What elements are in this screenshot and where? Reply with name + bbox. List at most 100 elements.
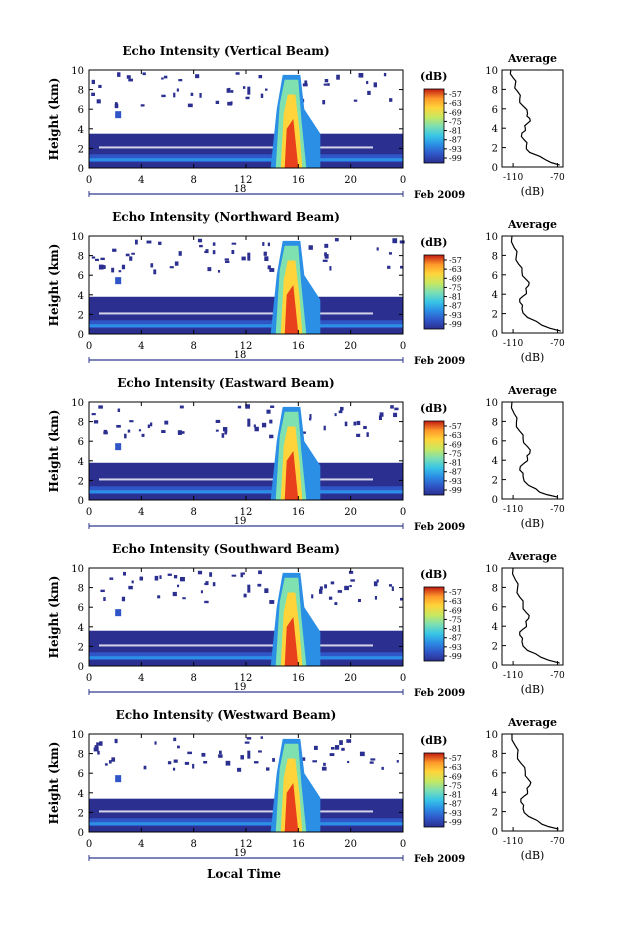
panel-2: Echo Intensity (Eastward Beam) Height (km…	[47, 376, 565, 533]
upper-echo-speck	[212, 582, 216, 587]
colorbar-tick-label: -69	[449, 440, 462, 449]
echo-patch	[247, 418, 251, 427]
colorbar-tick-label: -99	[449, 818, 462, 827]
upper-echo-speck	[400, 597, 403, 601]
upper-echo-speck	[323, 762, 326, 766]
upper-echo-speck	[181, 431, 185, 434]
profile-x-label: (dB)	[521, 849, 545, 862]
upper-echo-speck	[167, 573, 172, 576]
upper-echo-speck	[173, 759, 178, 763]
upper-echo-speck	[172, 767, 176, 771]
y-tick-label: 8	[78, 86, 84, 97]
upper-echo-speck	[266, 409, 271, 414]
upper-echo-speck	[177, 584, 180, 588]
layer-gap	[99, 146, 373, 149]
colorbar-tick-label: -99	[449, 486, 462, 495]
panel-0: Echo Intensity (Vertical Beam) Height (km…	[47, 44, 565, 201]
upper-echo-speck	[394, 407, 399, 411]
upper-echo-speck	[370, 758, 376, 761]
upper-echo-speck	[396, 760, 399, 763]
x-tick-label: 4	[138, 673, 144, 684]
y-tick-label: 8	[78, 252, 84, 263]
profile-frame	[501, 733, 564, 832]
x-tick-label: 16	[292, 839, 305, 850]
y-tick-label: 6	[78, 603, 84, 614]
upper-echo-speck	[329, 266, 332, 271]
upper-echo-speck	[388, 252, 393, 255]
profile-y-tick-label: 4	[492, 622, 498, 633]
upper-echo-speck	[197, 570, 203, 575]
upper-echo-speck	[222, 427, 228, 432]
upper-echo-speck	[366, 80, 369, 85]
upper-echo-speck	[207, 267, 212, 272]
x-tick-label: 12	[240, 175, 253, 186]
upper-echo-speck	[373, 581, 378, 587]
colorbar	[423, 752, 445, 828]
upper-echo-speck	[241, 256, 246, 261]
upper-echo-speck	[388, 584, 393, 587]
upper-echo-speck	[161, 430, 166, 433]
layer-gap	[99, 644, 373, 647]
upper-echo-speck	[358, 72, 364, 78]
upper-echo-speck	[344, 421, 348, 427]
day-label: 19	[234, 682, 247, 693]
upper-echo-speck	[349, 585, 352, 588]
profile-frame	[501, 235, 564, 334]
upper-echo-speck	[269, 268, 275, 272]
upper-echo-speck	[356, 420, 361, 426]
upper-echo-speck	[149, 422, 153, 427]
x-tick-label: 8	[190, 341, 196, 352]
upper-echo-speck	[237, 767, 242, 772]
upper-echo-speck	[178, 251, 182, 256]
upper-echo-speck	[353, 421, 357, 426]
layer-gap	[99, 810, 373, 813]
colorbar-tick-label: -87	[449, 302, 462, 311]
upper-echo-speck	[131, 580, 134, 584]
upper-echo-speck	[187, 103, 193, 108]
upper-echo-speck	[350, 579, 355, 582]
upper-echo-speck	[308, 245, 313, 250]
profile-title: Average	[507, 218, 557, 231]
upper-echo-speck	[117, 72, 121, 77]
upper-echo-speck	[376, 579, 379, 583]
low-echo-layer	[89, 798, 403, 832]
upper-echo-speck	[313, 745, 318, 750]
profile-title: Average	[507, 716, 557, 729]
upper-echo-speck	[138, 429, 142, 432]
panel-title: Echo Intensity (Eastward Beam)	[117, 376, 334, 390]
upper-echo-speck	[116, 424, 121, 428]
upper-echo-speck	[224, 258, 229, 261]
x-tick-label: 0	[86, 839, 92, 850]
upper-echo-speck	[150, 263, 154, 268]
upper-echo-speck	[91, 92, 95, 96]
x-tick-label: 0	[86, 175, 92, 186]
profile-line	[509, 69, 560, 166]
y-tick-label: 8	[78, 418, 84, 429]
colorbar-tick-label: -63	[449, 431, 462, 440]
profile-x-tick-label: -110	[503, 671, 523, 681]
upper-echo-speck	[178, 79, 183, 82]
upper-echo-speck	[267, 242, 270, 247]
x-tick-label: 20	[344, 175, 357, 186]
upper-echo-speck	[391, 586, 394, 591]
upper-echo-speck	[205, 249, 209, 254]
y-tick-label: 2	[78, 144, 84, 155]
surface-band	[89, 324, 403, 328]
upper-echo-speck	[115, 102, 118, 106]
upper-echo-speck	[269, 419, 273, 424]
panel-title: Echo Intensity (Vertical Beam)	[122, 44, 329, 58]
y-tick-label: 0	[78, 164, 84, 175]
upper-echo-speck	[173, 575, 178, 579]
upper-echo-speck	[143, 765, 147, 770]
upper-echo-speck	[231, 574, 237, 577]
upper-echo-speck	[157, 595, 161, 599]
surface-band	[89, 822, 403, 826]
upper-echo-speck	[330, 746, 335, 750]
profile-y-tick-label: 10	[485, 564, 498, 575]
y-tick-label: 0	[78, 330, 84, 341]
upper-echo-speck	[212, 242, 216, 246]
colorbar-tick-label: -57	[449, 754, 462, 763]
x-tick-label: 4	[138, 507, 144, 518]
profile-line	[510, 401, 558, 498]
